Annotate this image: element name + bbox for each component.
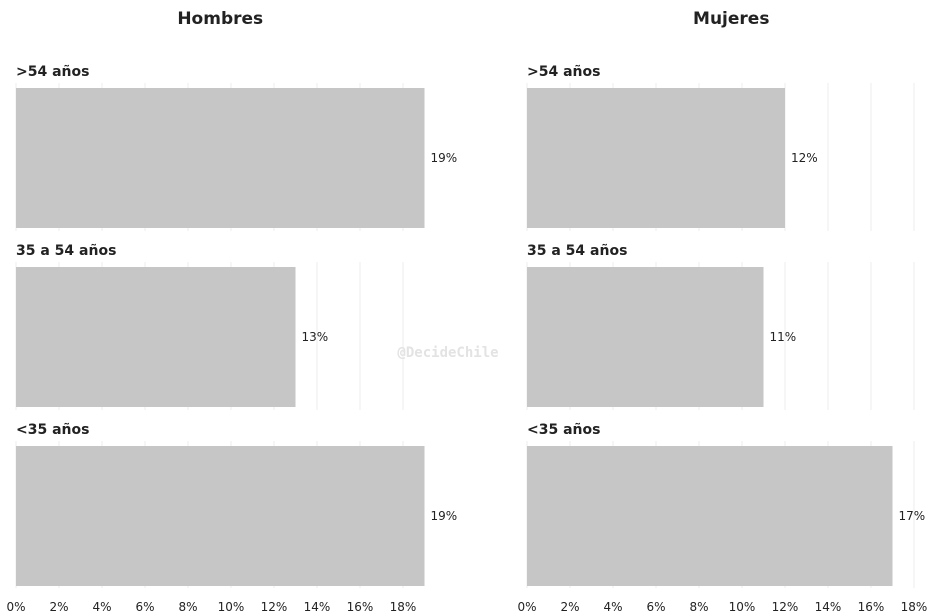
facet-title-mujeres-35-a-54-anos: 35 a 54 años bbox=[527, 243, 627, 259]
bar-hombres-35-a-54-anos bbox=[16, 267, 296, 407]
x-tick-label: 10% bbox=[729, 600, 756, 612]
panel-title-hombres: Hombres bbox=[177, 9, 263, 29]
x-tick-label: 6% bbox=[135, 600, 154, 612]
facet-title-hombres-gt-54-anos: >54 años bbox=[16, 64, 89, 80]
x-tick-label: 16% bbox=[347, 600, 374, 612]
x-tick-label: 2% bbox=[560, 600, 579, 612]
bar-mujeres-lt-35-anos bbox=[527, 446, 893, 586]
facet-title-hombres-lt-35-anos: <35 años bbox=[16, 422, 89, 438]
value-label-hombres-gt-54-anos: 19% bbox=[431, 151, 458, 165]
x-tick-label: 6% bbox=[646, 600, 665, 612]
facet-title-mujeres-lt-35-anos: <35 años bbox=[527, 422, 600, 438]
bar-mujeres-gt-54-anos bbox=[527, 88, 785, 228]
x-tick-label: 14% bbox=[304, 600, 331, 612]
x-tick-label: 10% bbox=[218, 600, 245, 612]
x-tick-label: 4% bbox=[603, 600, 622, 612]
bar-hombres-lt-35-anos bbox=[16, 446, 425, 586]
watermark: @DecideChile bbox=[397, 345, 498, 361]
facet-title-hombres-35-a-54-anos: 35 a 54 años bbox=[16, 243, 116, 259]
value-label-mujeres-gt-54-anos: 12% bbox=[791, 151, 818, 165]
value-label-mujeres-lt-35-anos: 17% bbox=[899, 509, 926, 523]
panel-title-mujeres: Mujeres bbox=[693, 9, 769, 29]
text-layer: Hombres >54 años 19% 35 a 54 años 13% <35 año… bbox=[6, 9, 927, 612]
x-tick-label: 12% bbox=[772, 600, 799, 612]
x-tick-label: 18% bbox=[901, 600, 927, 612]
x-tick-label: 2% bbox=[49, 600, 68, 612]
value-label-mujeres-35-a-54-anos: 11% bbox=[770, 330, 797, 344]
bars-layer bbox=[16, 88, 893, 586]
x-tick-label: 8% bbox=[178, 600, 197, 612]
x-tick-label: 4% bbox=[92, 600, 111, 612]
facet-title-mujeres-gt-54-anos: >54 años bbox=[527, 64, 600, 80]
x-tick-label: 12% bbox=[261, 600, 288, 612]
value-label-hombres-lt-35-anos: 19% bbox=[431, 509, 458, 523]
x-tick-label: 18% bbox=[390, 600, 417, 612]
x-tick-label: 0% bbox=[517, 600, 536, 612]
x-tick-label: 8% bbox=[689, 600, 708, 612]
bar-mujeres-35-a-54-anos bbox=[527, 267, 764, 407]
bar-hombres-gt-54-anos bbox=[16, 88, 425, 228]
value-label-hombres-35-a-54-anos: 13% bbox=[302, 330, 329, 344]
x-tick-label: 14% bbox=[815, 600, 842, 612]
x-tick-label: 16% bbox=[858, 600, 885, 612]
x-tick-label: 0% bbox=[6, 600, 25, 612]
